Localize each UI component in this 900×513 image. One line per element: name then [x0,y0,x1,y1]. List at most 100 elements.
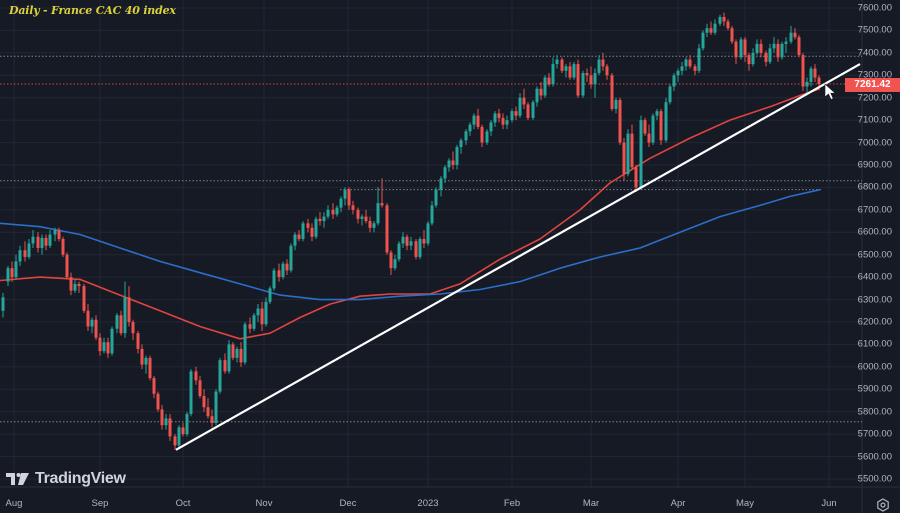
candle [123,281,127,338]
candle [497,108,501,123]
candle [310,223,314,242]
candle [98,333,102,356]
candle [252,313,256,331]
time-axis-label: 2023 [417,498,439,509]
candle [730,25,734,44]
candle [817,75,821,87]
candle [160,404,164,430]
candle [256,304,260,322]
candle [277,263,281,282]
candle [343,187,347,206]
candle [805,77,809,96]
candle [813,64,817,83]
price-axis-label: 6200.00 [857,316,892,328]
price-axis-label: 5900.00 [857,383,892,395]
candle [418,236,422,260]
candle [119,310,123,336]
candle [755,39,759,56]
candle [335,205,339,217]
candle [480,124,484,148]
candle [493,111,497,127]
candle [422,230,426,248]
candle [643,117,647,136]
candle [351,200,355,215]
candle [144,355,148,374]
candle [339,196,343,213]
candle [202,389,206,412]
candle [713,19,717,35]
candle [264,297,268,327]
time-axis-label: Mar [582,498,600,509]
candle [476,108,480,130]
candle [260,301,264,331]
candle [647,124,651,148]
candle [405,234,409,251]
candle [106,337,110,358]
candle [605,64,609,80]
ma-200-line [0,188,821,301]
time-axis-label: Dec [339,498,357,509]
current-price-tag: 7261.42 [845,78,900,92]
trendline[interactable] [175,63,861,451]
candle [747,52,751,71]
price-axis-label: 6500.00 [857,249,892,261]
candle [18,245,22,266]
candle [776,39,780,62]
candle [57,227,61,242]
tradingview-logo-icon [6,473,29,485]
price-axis-label: 5800.00 [857,406,892,418]
price-axis-label: 5600.00 [857,451,892,463]
candle [239,342,243,367]
candle [639,115,643,190]
candle [472,113,476,130]
candle [248,317,252,334]
candle [593,68,597,98]
candle [164,413,168,430]
candle [23,241,27,262]
candle [218,357,222,394]
candle [759,39,763,58]
candle [127,286,131,327]
settings-icon[interactable] [876,498,890,512]
candle [734,39,738,65]
candle [206,398,210,419]
candle [14,254,18,280]
candle [140,344,144,370]
candle [173,434,177,450]
candle [285,259,289,275]
candle [564,64,568,78]
candle [664,97,668,143]
candle [464,129,468,145]
candle [697,43,701,74]
candle [684,57,688,71]
candle [1,292,5,318]
price-axis-label: 7300.00 [857,69,892,81]
tradingview-logo[interactable]: TradingView [6,470,126,488]
candle [793,28,797,40]
candle [784,37,788,53]
candle [614,97,618,114]
candle [27,239,31,260]
candle [560,57,564,74]
ma-100-line [0,87,821,340]
candle [227,339,231,374]
candle [61,236,65,257]
candle [722,12,726,26]
candle [231,342,235,361]
candle [314,216,318,240]
candle [65,252,69,280]
candle [535,86,539,107]
candle [455,144,459,170]
candle [90,317,94,334]
candle [651,113,655,145]
candle [510,108,514,123]
candle [459,138,463,154]
candle [10,261,14,282]
candle [181,422,185,437]
candle [680,61,684,76]
candle [331,203,335,219]
candle [210,409,214,428]
candle [102,337,106,354]
